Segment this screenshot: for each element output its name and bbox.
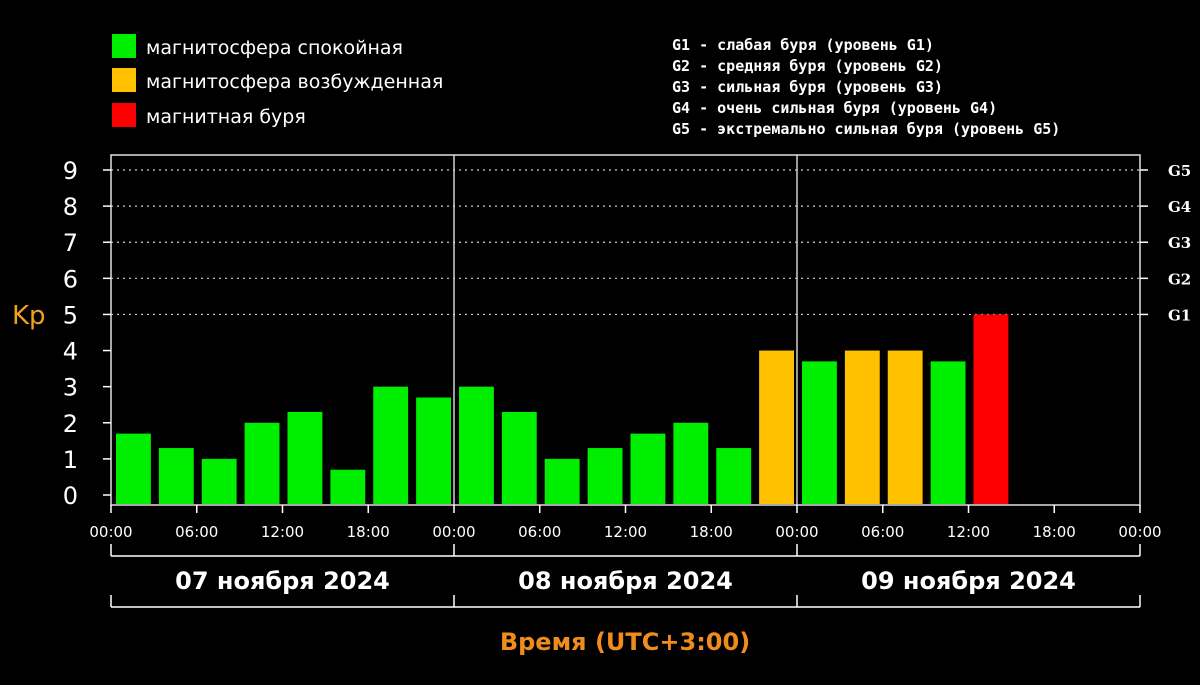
y-tick-label-4: 4 [63, 338, 78, 366]
legend-label-active: магнитосфера возбужденная [146, 71, 443, 93]
right-tick-label-g3: G3 [1168, 234, 1191, 252]
x-tick-label-4: 00:00 [432, 523, 475, 541]
bar-13 [673, 422, 709, 504]
date-label-2: 09 ноября 2024 [861, 567, 1076, 595]
y-tick-label-1: 1 [63, 446, 78, 474]
y-tick-label-2: 2 [63, 410, 78, 438]
bar-11 [587, 448, 623, 504]
date-label-0: 07 ноября 2024 [175, 567, 390, 595]
bar-9 [501, 411, 537, 504]
right-tick-label-g4: G4 [1168, 198, 1191, 216]
x-tick-label-7: 18:00 [690, 523, 733, 541]
storm-level-g2: G2 - средняя буря (уровень G2) [672, 57, 943, 75]
bar-6 [373, 386, 409, 504]
x-tick-label-10: 12:00 [947, 523, 990, 541]
bar-2 [201, 458, 237, 504]
y-tick-label-6: 6 [63, 265, 78, 293]
x-tick-label-12: 00:00 [1118, 523, 1161, 541]
storm-levels-list: G1 - слабая буря (уровень G1) G2 - средн… [672, 36, 1060, 138]
y-tick-label-9: 9 [63, 157, 78, 185]
axes: G1 G2 G3 G4 G5 0 1 2 3 4 5 6 7 8 9 00:00 06:00 12:00 18:00… [63, 157, 1191, 608]
storm-level-g5: G5 - экстремально сильная буря (уровень … [672, 120, 1060, 138]
y-tick-label-3: 3 [63, 374, 78, 402]
bar-17 [844, 350, 880, 504]
x-tick-label-5: 06:00 [518, 523, 561, 541]
bar-14 [716, 448, 752, 504]
bar-20 [973, 314, 1009, 504]
bar-16 [802, 361, 837, 504]
bar-12 [630, 433, 666, 504]
legend-swatch-storm [112, 103, 136, 127]
y-tick-label-5: 5 [63, 301, 78, 329]
bar-4 [287, 411, 323, 504]
legend-label-quiet: магнитосфера спокойная [146, 37, 403, 59]
storm-level-g4: G4 - очень сильная буря (уровень G4) [672, 99, 997, 117]
right-tick-label-g2: G2 [1168, 270, 1191, 288]
storm-level-g1: G1 - слабая буря (уровень G1) [672, 36, 934, 54]
grid [111, 155, 1140, 505]
bar-8 [459, 386, 494, 504]
bar-19 [930, 361, 966, 504]
legend-label-storm: магнитная буря [146, 106, 306, 128]
legend-swatch-active [112, 68, 136, 92]
bar-1 [158, 448, 194, 504]
date-label-1: 08 ноября 2024 [518, 567, 733, 595]
x-tick-label-0: 00:00 [89, 523, 132, 541]
y-tick-label-0: 0 [63, 482, 78, 510]
x-tick-label-11: 18:00 [1033, 523, 1076, 541]
bar-10 [544, 458, 580, 504]
legend: магнитосфера спокойная магнитосфера возб… [112, 34, 443, 128]
legend-swatch-quiet [112, 34, 136, 58]
y-tick-label-8: 8 [63, 193, 78, 221]
right-tick-label-g5: G5 [1168, 162, 1191, 180]
y-axis-label: Kp [12, 301, 46, 331]
right-tick-label-g1: G1 [1168, 306, 1191, 324]
x-axis-label: Время (UTC+3:00) [500, 628, 750, 656]
bar-3 [244, 422, 280, 504]
storm-level-g3: G3 - сильная буря (уровень G3) [672, 78, 943, 96]
x-tick-label-3: 18:00 [347, 523, 390, 541]
x-tick-label-2: 12:00 [261, 523, 304, 541]
bar-15 [759, 350, 794, 504]
bar-0 [116, 433, 151, 504]
bars [116, 314, 1009, 504]
y-tick-label-7: 7 [63, 229, 78, 257]
x-tick-label-8: 00:00 [775, 523, 818, 541]
x-tick-label-9: 06:00 [861, 523, 904, 541]
bar-7 [416, 397, 451, 504]
x-tick-label-1: 06:00 [175, 523, 218, 541]
bar-18 [887, 350, 923, 504]
bar-5 [330, 469, 366, 504]
x-tick-label-6: 12:00 [604, 523, 647, 541]
